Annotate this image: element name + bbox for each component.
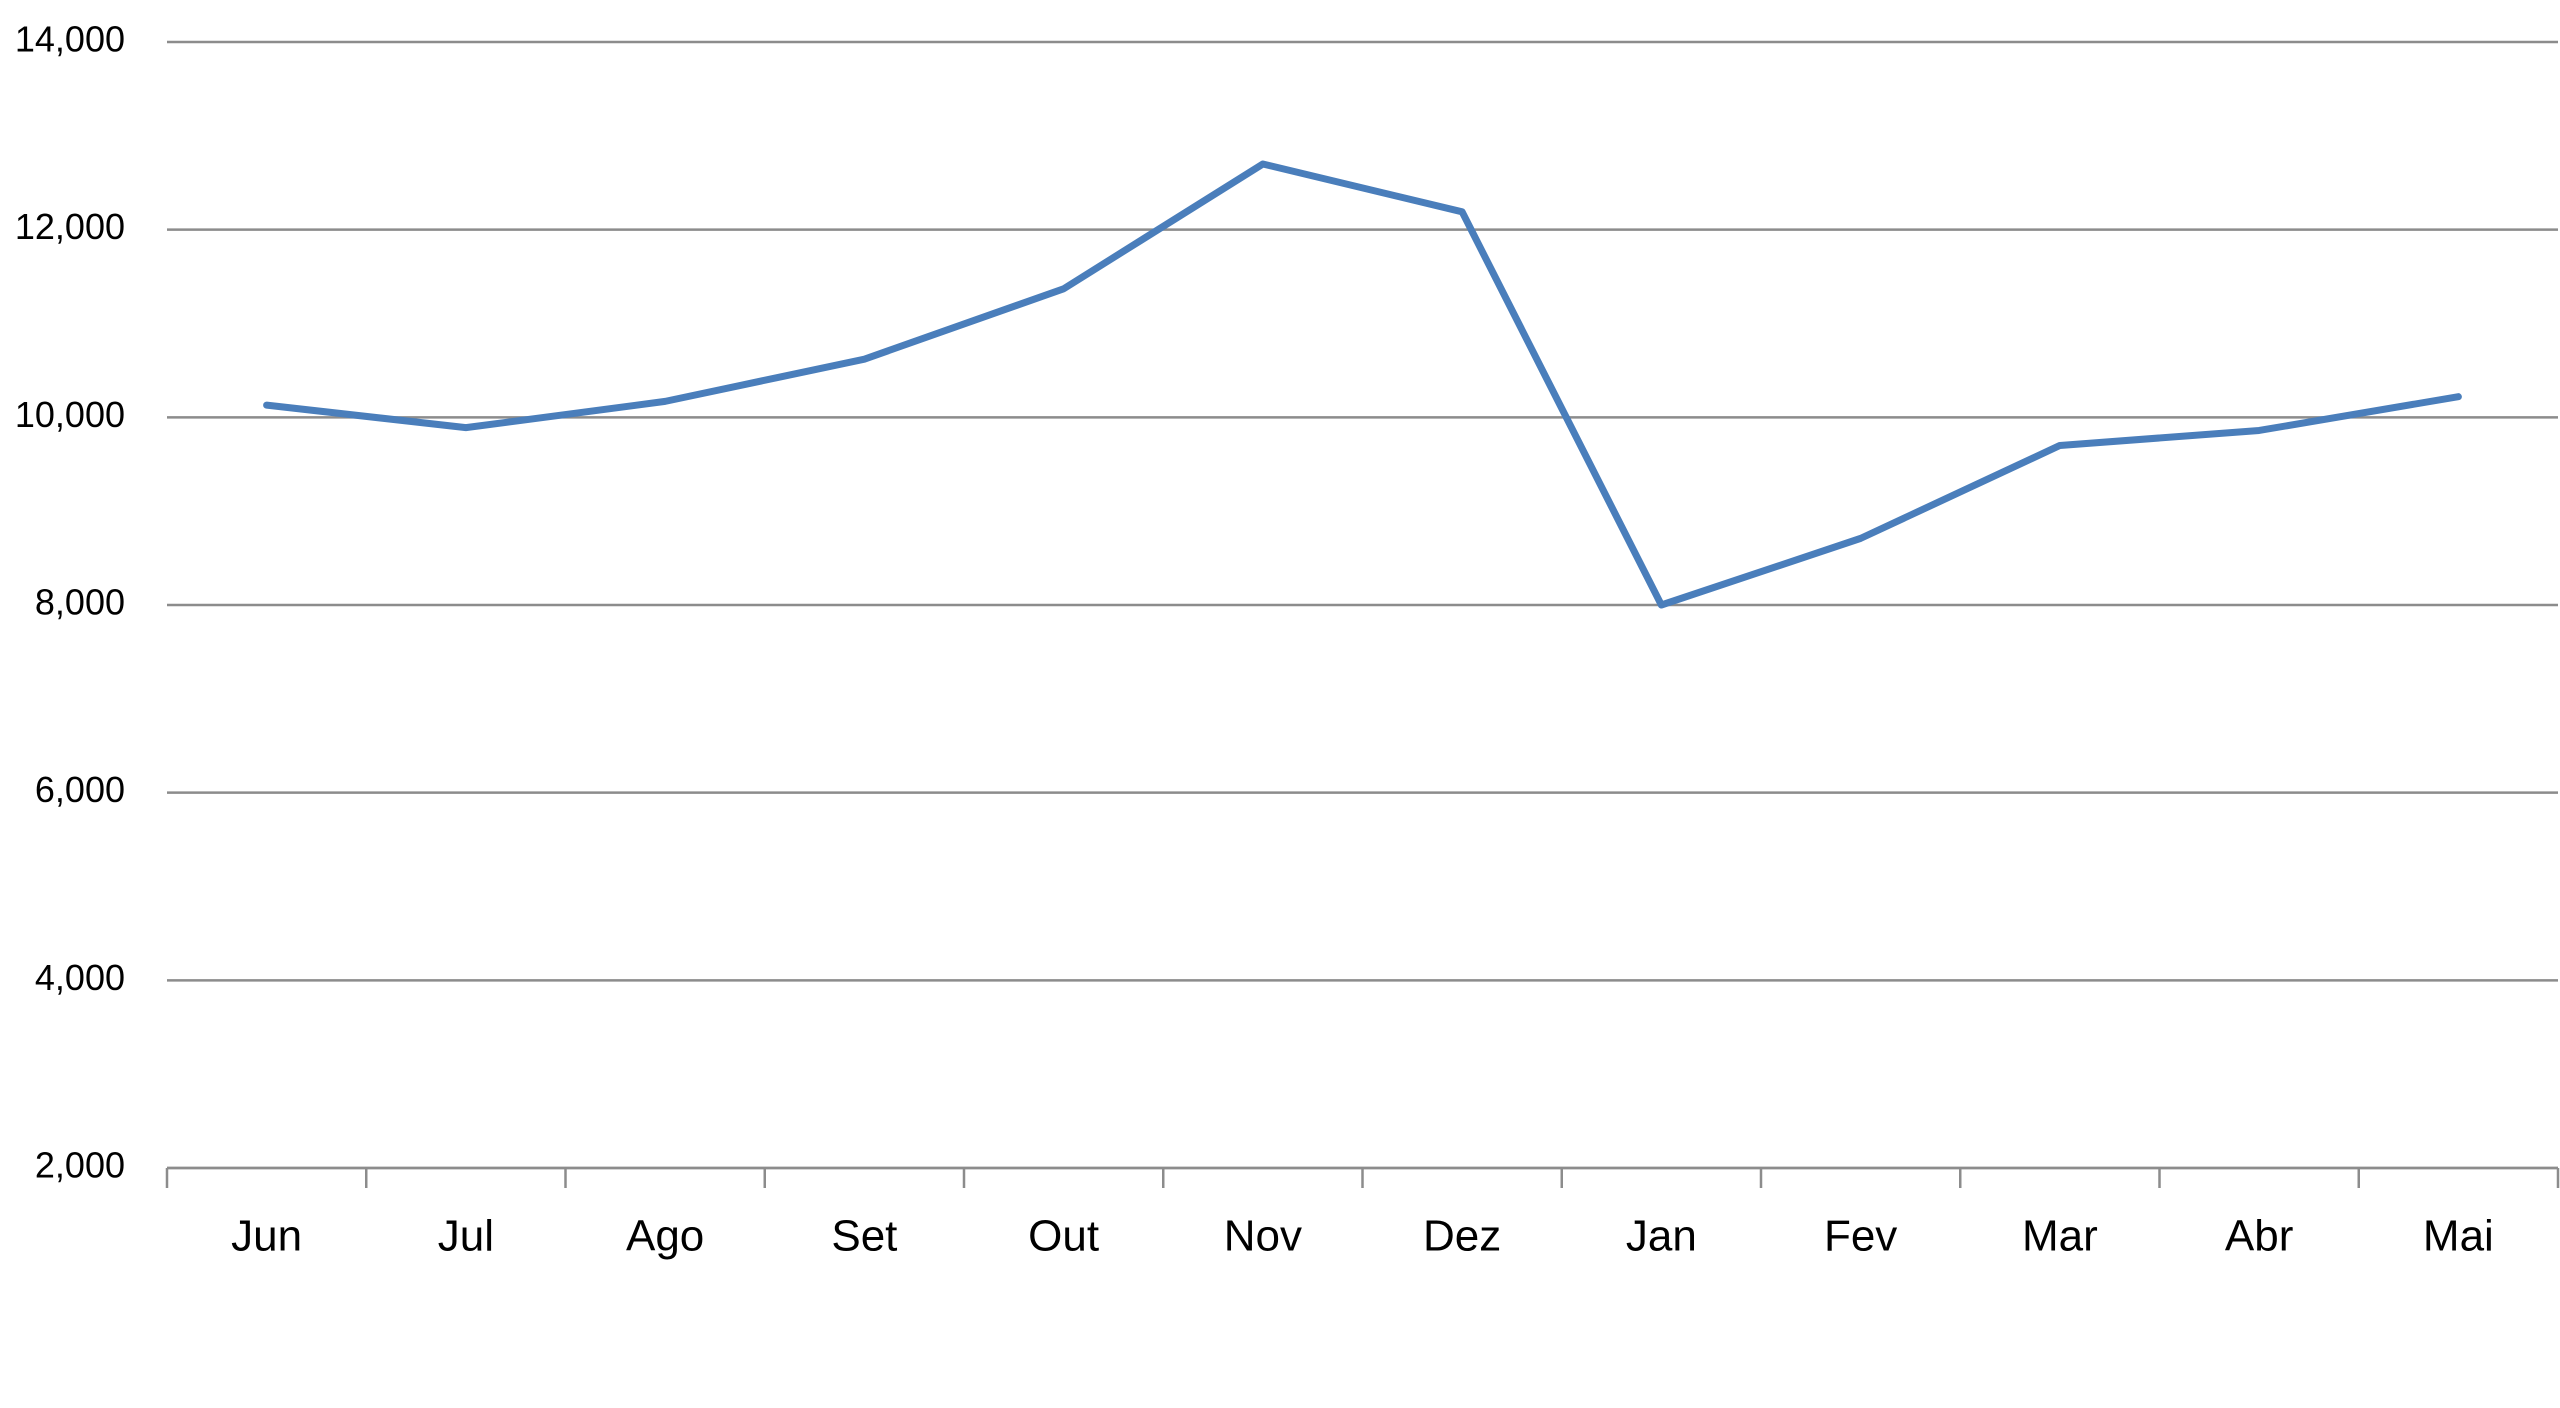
y-tick-label: 6,000 (35, 769, 125, 810)
x-tick-label: Jul (438, 1212, 494, 1261)
x-tick-label: Fev (1824, 1212, 1897, 1261)
x-tick-label: Mai (2423, 1212, 2494, 1261)
y-tick-label: 2,000 (35, 1145, 125, 1186)
x-tick-label: Nov (1224, 1212, 1302, 1261)
x-tick-label: Ago (626, 1212, 704, 1261)
y-tick-label: 8,000 (35, 582, 125, 623)
x-tick-label: Mar (2022, 1212, 2098, 1261)
y-tick-label: 12,000 (15, 206, 125, 247)
x-tick-label: Out (1028, 1212, 1099, 1261)
x-tick-label: Jun (231, 1212, 302, 1261)
y-tick-label: 14,000 (15, 19, 125, 60)
y-tick-label: 4,000 (35, 957, 125, 998)
y-tick-label: 10,000 (15, 394, 125, 435)
x-tick-label: Dez (1423, 1212, 1501, 1261)
x-tick-label: Set (831, 1212, 897, 1261)
x-tick-label: Jan (1626, 1212, 1697, 1261)
x-tick-label: Abr (2225, 1212, 2293, 1261)
data-line (263, 160, 2462, 609)
